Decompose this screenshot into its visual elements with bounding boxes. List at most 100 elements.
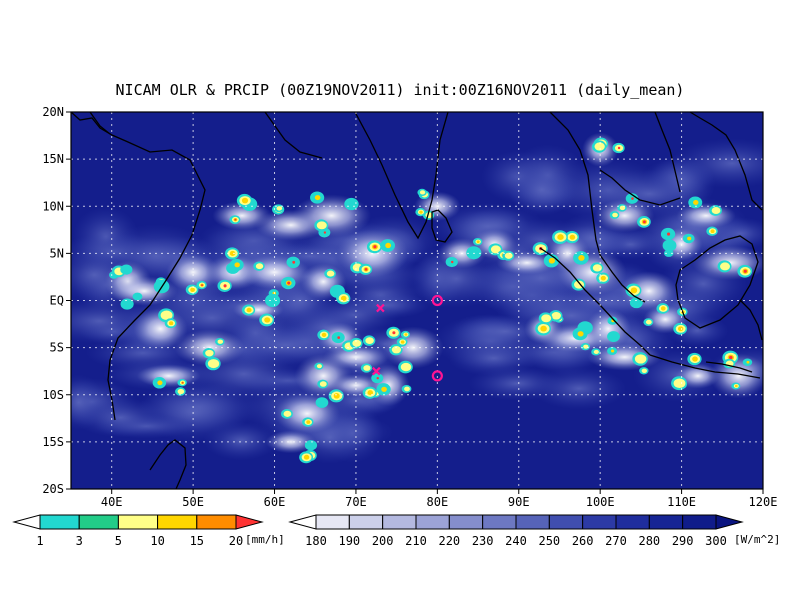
precip-cell: [677, 326, 684, 332]
olr-haze-blob: [448, 339, 540, 377]
precip-cell: [594, 142, 605, 151]
precip-cell: [315, 397, 329, 408]
precip-cell: [344, 197, 359, 211]
olr-cloud-blob: [709, 353, 763, 399]
precip-cell: [630, 287, 638, 294]
colorbar-label: 210: [405, 534, 427, 548]
x-tick-label: 100E: [586, 495, 615, 509]
precip-cell: [319, 381, 327, 387]
olr-cloud-blob: [166, 253, 221, 291]
colorbar-box: [348, 514, 384, 530]
colorbar-box: [39, 514, 80, 530]
precip-cell: [321, 332, 327, 337]
precip-cell: [392, 331, 396, 335]
precip-cell: [157, 380, 163, 386]
precip-cell: [120, 298, 134, 310]
colorbar-box: [196, 514, 237, 530]
storm-circle-marker: [431, 294, 443, 307]
precip-cell: [404, 386, 410, 392]
precip-cell: [120, 264, 133, 275]
colorbar-box: [648, 514, 684, 530]
x-tick-label: 60E: [264, 495, 286, 509]
precip-cell: [541, 314, 552, 323]
precip-cell: [645, 319, 652, 325]
precip-cell: [306, 420, 311, 424]
precip-cell: [205, 349, 214, 357]
olr-haze-blob: [670, 138, 763, 189]
precip-cell: [207, 359, 220, 369]
olr-colorbar: 180 190 200 210 220 230 240 250 260 270 280 290 300 […: [288, 514, 780, 548]
colorbar-box: [78, 514, 119, 530]
precip-cell: [419, 210, 423, 214]
precip-cell: [490, 245, 501, 254]
precip-cell: [365, 337, 374, 345]
precip-cell: [400, 340, 405, 344]
precip-cell: [352, 339, 362, 347]
x-tick-label: 50E: [182, 495, 204, 509]
olr-cloud-blob: [676, 363, 720, 389]
colorbar-high-triangle: [715, 514, 744, 530]
colorbar-label: 230: [472, 534, 494, 548]
colorbar-box: [515, 514, 550, 530]
precip-cell: [629, 297, 643, 309]
y-tick-label: 20S: [42, 482, 64, 496]
olr-haze-blob: [531, 367, 627, 410]
precip-cell: [619, 205, 626, 211]
colorbar-unit: [W/m^2]: [734, 533, 780, 546]
olr-cloud-blob: [292, 194, 371, 237]
precip-cell: [340, 295, 347, 301]
precip-cell: [660, 306, 666, 311]
precip-cell: [376, 376, 379, 380]
precip-cell: [451, 260, 454, 264]
colorbar-label: 15: [190, 534, 204, 548]
precip-colorbar: 1 3 5 10 15 20 [mm/h]: [12, 514, 285, 548]
precip-cell: [160, 310, 173, 321]
x-tick-label: 90E: [508, 495, 530, 509]
precip-cell: [720, 262, 731, 271]
colorbar-label: 220: [438, 534, 460, 548]
precip-cell: [667, 232, 671, 236]
colorbar-label: 200: [372, 534, 394, 548]
storm-markers: [372, 294, 443, 382]
olr-cloud-blob: [110, 276, 178, 306]
precip-cell: [578, 255, 585, 261]
colorbar-box: [548, 514, 584, 530]
precip-cell: [201, 284, 204, 287]
precip-cell: [540, 325, 547, 332]
colorbar-box: [448, 514, 484, 530]
olr-haze-blob: [507, 163, 576, 217]
precip-cell: [476, 240, 480, 244]
colorbar-box: [582, 514, 617, 530]
olr-cloud-blob: [265, 430, 317, 454]
precip-cell: [234, 218, 237, 221]
storm-circle-marker: [431, 370, 443, 382]
precip-cell: [673, 378, 686, 388]
colorbar-low-triangle: [12, 514, 41, 530]
precip-cell: [276, 206, 283, 211]
precip-cell: [734, 384, 738, 388]
precip-cell: [326, 270, 335, 277]
precip-cell: [292, 260, 296, 264]
colorbar-label: 1: [36, 534, 43, 548]
precip-cell: [367, 390, 374, 396]
x-tick-label: 40E: [101, 495, 123, 509]
colorbar-box: [157, 514, 198, 530]
precip-cell: [381, 386, 387, 392]
precip-cell: [593, 349, 599, 355]
storm-x-marker: [372, 366, 381, 376]
precip-cell: [551, 312, 561, 320]
y-tick-label: 15N: [42, 152, 64, 166]
colorbar-label: 240: [505, 534, 527, 548]
x-tick-label: 120E: [749, 495, 778, 509]
precip-cell: [592, 264, 602, 272]
colorbar-label: 300: [705, 534, 727, 548]
x-tick-label: 70E: [345, 495, 367, 509]
precip-cell: [333, 393, 340, 399]
precip-cell: [743, 269, 747, 273]
precip-cell: [314, 195, 321, 201]
precip-cell: [337, 336, 341, 339]
precip-cell: [612, 212, 618, 218]
precip-cell: [711, 206, 721, 214]
olr-cloud-blob: [136, 364, 201, 388]
